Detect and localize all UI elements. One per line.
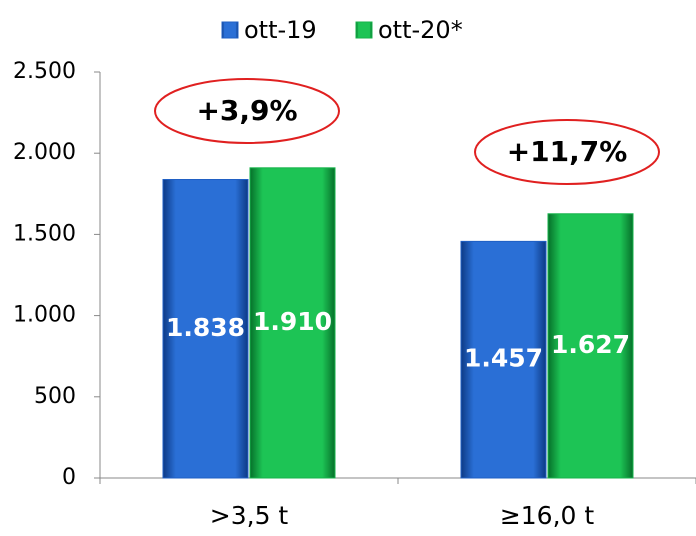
bar: [460, 240, 547, 479]
annotation-text: +3,9%: [196, 94, 297, 127]
bar: [249, 167, 336, 479]
y-tick-label: 2.000: [13, 140, 76, 165]
legend-swatch: [355, 21, 373, 39]
value-label: 1.910: [253, 307, 332, 336]
value-label: 1.838: [166, 313, 245, 342]
x-tick-label: >3,5 t: [210, 501, 289, 530]
legend-label: ott-19: [244, 16, 317, 44]
bar: [162, 179, 249, 479]
annotation-ellipse: [474, 119, 660, 185]
value-label: 1.457: [464, 344, 543, 373]
value-label: 1.627: [551, 330, 630, 359]
annotation-text: +11,7%: [507, 135, 628, 168]
y-tick-label: 1.000: [13, 303, 76, 328]
x-tick-label: ≥16,0 t: [500, 501, 595, 530]
y-tick-label: 500: [34, 384, 76, 409]
annotation: +3,9%: [154, 78, 340, 144]
y-tick-label: 0: [62, 465, 76, 490]
bar: [547, 213, 634, 479]
annotation-ellipse: [154, 78, 340, 144]
annotation: +11,7%: [474, 119, 660, 185]
legend-label: ott-20*: [378, 16, 463, 44]
y-tick-label: 2.500: [13, 59, 76, 84]
y-tick-label: 1.500: [13, 221, 76, 246]
legend-swatch: [221, 21, 239, 39]
